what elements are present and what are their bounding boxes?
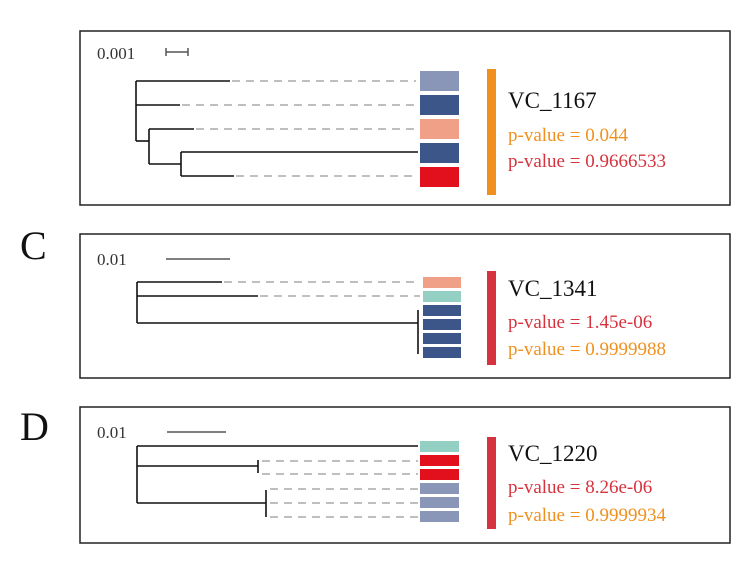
leaf-color-strip <box>423 277 461 358</box>
significance-bar <box>487 271 496 365</box>
leaf-color-strip <box>420 441 459 522</box>
panel-letter: D <box>20 404 49 449</box>
leaf-color-box <box>420 95 459 115</box>
panel-frame <box>79 30 731 206</box>
leaf-color-box <box>423 277 461 288</box>
leaf-color-box <box>420 511 459 522</box>
leaf-color-box <box>420 483 459 494</box>
leaf-dashes <box>182 80 416 177</box>
panel-c: C 0.01 VC_1341 p-value = 1.45e-06 p-valu… <box>20 223 731 379</box>
significance-bar <box>487 437 496 529</box>
leaf-color-box <box>423 347 461 358</box>
panel-frame <box>79 406 731 544</box>
leaf-color-box <box>423 291 461 302</box>
scale-bar-label: 0.01 <box>97 250 127 269</box>
leaf-color-strip <box>420 71 459 187</box>
leaf-dashes <box>224 281 420 297</box>
leaf-color-box <box>420 441 459 452</box>
leaf-color-box <box>423 333 461 344</box>
panel-top: 0.001 <box>79 30 731 206</box>
leaf-color-box <box>420 143 459 163</box>
panel-letter: C <box>20 223 47 268</box>
leaf-color-box <box>420 167 459 187</box>
leaf-color-box <box>420 119 459 139</box>
pvalue-2: p-value = 0.9999988 <box>508 339 666 360</box>
scale-bar-label: 0.001 <box>97 44 135 63</box>
leaf-color-box <box>423 305 461 316</box>
scale-bar <box>165 48 189 56</box>
gene-label: VC_1167 <box>508 88 597 113</box>
leaf-color-box <box>420 455 459 466</box>
pvalue-2: p-value = 0.9666533 <box>508 151 666 172</box>
leaf-dashes <box>262 460 418 518</box>
tree-branches <box>136 281 419 354</box>
significance-bar <box>487 69 496 195</box>
leaf-color-box <box>420 469 459 480</box>
pvalue-1: p-value = 1.45e-06 <box>508 312 652 333</box>
scale-bar-label: 0.01 <box>97 423 127 442</box>
tree-branches <box>136 445 418 517</box>
leaf-color-box <box>423 319 461 330</box>
pvalue-2: p-value = 0.9999934 <box>508 505 666 526</box>
gene-label: VC_1220 <box>508 441 597 466</box>
gene-label: VC_1341 <box>508 276 597 301</box>
tree-branches <box>135 80 418 177</box>
pvalue-1: p-value = 0.044 <box>508 125 628 146</box>
panel-d: D 0.01 VC_1220 p-value = <box>20 404 731 544</box>
panel-frame <box>79 233 731 379</box>
pvalue-1: p-value = 8.26e-06 <box>508 477 652 498</box>
leaf-color-box <box>420 497 459 508</box>
leaf-color-box <box>420 71 459 91</box>
